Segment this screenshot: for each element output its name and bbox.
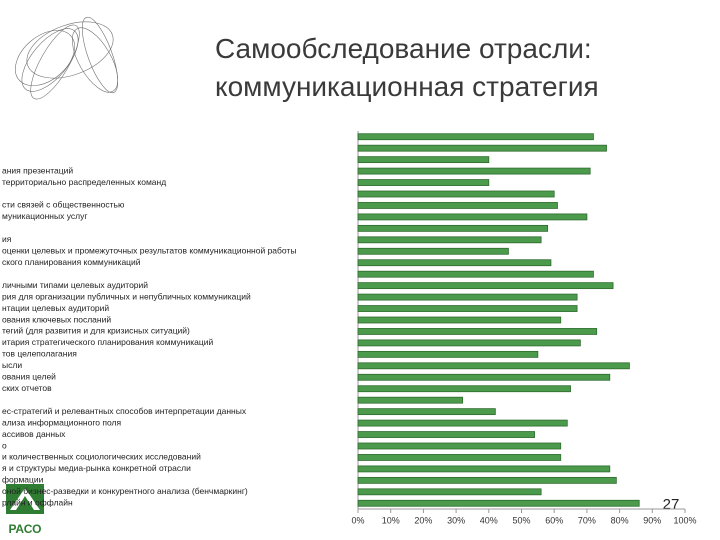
y-tick-label: ес-стратегий и релевантных способов инте… — [2, 406, 247, 416]
bar — [357, 316, 562, 324]
x-tick-label: 20% — [414, 515, 432, 525]
bar — [357, 224, 549, 232]
y-tick-label: ализа информационного поля — [2, 417, 121, 427]
y-tick-label: территориально распределенных команд — [2, 177, 166, 187]
y-tick-label: ования целей — [2, 372, 56, 382]
bar — [357, 167, 591, 175]
y-tick-label: тегий (для развития и для кризисных ситу… — [2, 326, 190, 336]
bar — [357, 236, 542, 244]
bar — [357, 454, 562, 461]
bar — [357, 465, 611, 473]
bar — [357, 133, 594, 141]
decoration — [15, 16, 119, 100]
x-tick-label: 0% — [351, 515, 364, 525]
y-tick-label: ских отчетов — [2, 383, 52, 393]
x-tick-label: 80% — [611, 515, 629, 525]
bar — [357, 408, 496, 416]
bar — [357, 476, 617, 484]
bar — [357, 362, 630, 370]
y-tick-label: итария стратегического планирования комм… — [2, 337, 213, 347]
x-tick-label: 40% — [480, 515, 498, 525]
y-tick-label: рия для организации публичных и непублич… — [2, 291, 251, 301]
logo-text: РАСО — [8, 522, 41, 536]
bar — [357, 488, 542, 496]
y-tick-label: сти связей с общественностью — [2, 200, 125, 210]
y-tick-label: я и структуры медиа-рынка конкретной отр… — [2, 463, 191, 473]
y-tick-label: ысли — [2, 360, 22, 370]
bar — [357, 419, 568, 427]
y-tick-label: формации — [2, 475, 44, 485]
bar — [357, 396, 464, 404]
bar — [357, 144, 607, 152]
bar — [357, 305, 578, 312]
x-tick-label: 50% — [512, 515, 530, 525]
bar — [357, 202, 558, 209]
y-tick-label: ования ключевых посланий — [2, 314, 111, 324]
y-tick-label: о — [2, 440, 7, 450]
bar — [357, 270, 594, 278]
y-tick-label: ассивов данных — [2, 429, 66, 439]
y-tick-label: ия — [2, 234, 12, 244]
slide-title: Самообследование отрасли: коммуникационн… — [215, 33, 599, 102]
bar — [357, 431, 535, 438]
y-tick-label: муникационных услуг — [2, 211, 87, 221]
x-tick-label: 30% — [447, 515, 465, 525]
y-tick-label: оной бизнес-разведки и конкурентного ана… — [2, 486, 248, 496]
x-tick-label: 90% — [643, 515, 661, 525]
x-tick-label: 60% — [545, 515, 563, 525]
page-number: 27 — [663, 496, 680, 513]
y-tick-label: рлайн и оффлайн — [2, 498, 73, 508]
y-tick-label: оценки целевых и промежуточных результат… — [2, 246, 296, 256]
y-tick-label: нтации целевых аудиторий — [2, 303, 109, 313]
bar — [357, 156, 490, 164]
bar — [357, 190, 555, 198]
y-tick-label: личными типами целевых аудиторий — [2, 280, 148, 290]
bar — [357, 373, 611, 381]
bar — [357, 213, 588, 221]
bar — [357, 339, 581, 347]
x-tick-label: 70% — [578, 515, 596, 525]
bar — [357, 282, 614, 290]
y-tick-label: ания презентаций — [2, 165, 73, 175]
logo-mark — [6, 484, 44, 514]
bar — [357, 499, 640, 507]
bar — [357, 179, 490, 186]
y-tick-label: и количественных социологических исследо… — [2, 452, 201, 462]
bar — [357, 385, 571, 393]
bar — [357, 293, 578, 301]
x-tick-label: 10% — [382, 515, 400, 525]
y-tick-label: тов целеполагания — [2, 349, 77, 359]
bar — [357, 328, 598, 335]
bar — [357, 259, 552, 267]
bar — [357, 247, 509, 255]
bar — [357, 442, 562, 450]
bar — [357, 350, 539, 358]
x-tick-label: 100% — [673, 515, 696, 525]
y-tick-label: ского планирования коммуникаций — [2, 257, 141, 267]
